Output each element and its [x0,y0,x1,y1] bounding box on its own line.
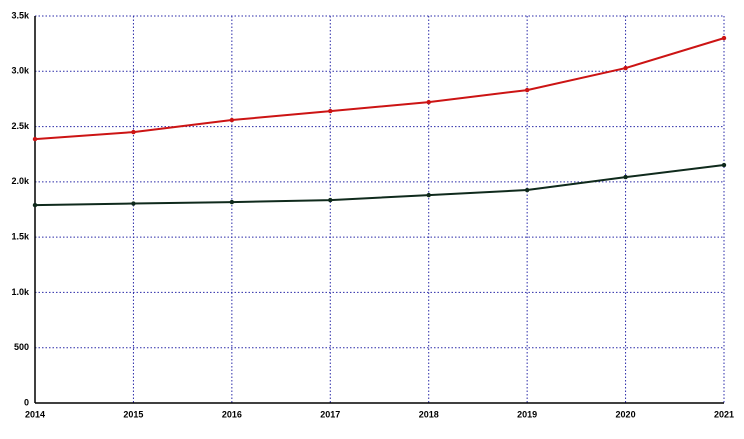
y-tick-label: 2.0k [11,176,30,186]
x-tick-label: 2019 [517,409,537,419]
y-tick-label: 1.5k [11,232,30,242]
x-tick-label: 2014 [25,409,45,419]
data-point [32,136,38,142]
data-point [721,35,727,41]
data-point [328,108,333,114]
data-point [328,197,333,203]
data-point [131,201,136,206]
data-point [229,117,235,123]
data-point [32,202,38,208]
data-point [524,187,530,193]
data-point [623,174,628,180]
y-tick-label: 3.0k [11,66,30,76]
data-point [131,129,136,135]
x-tick-label: 2020 [616,409,636,419]
y-tick-label: 2.5k [11,121,30,131]
x-tick-label: 2015 [123,409,143,419]
data-point [229,199,235,205]
y-tick-label: 3.5k [11,10,30,20]
data-point [524,87,530,93]
series-line [34,37,725,141]
series-line [34,164,725,207]
data-point [426,99,431,105]
data-point [721,162,727,168]
x-tick-label: 2021 [714,409,734,419]
y-tick-label: 0 [24,397,29,407]
data-point [623,65,628,71]
y-tick-label: 500 [14,342,29,352]
x-tick-label: 2016 [222,409,242,419]
y-tick-label: 1.0k [11,287,30,297]
x-tick-label: 2018 [419,409,439,419]
x-tick-label: 2017 [320,409,340,419]
data-point [426,192,431,198]
